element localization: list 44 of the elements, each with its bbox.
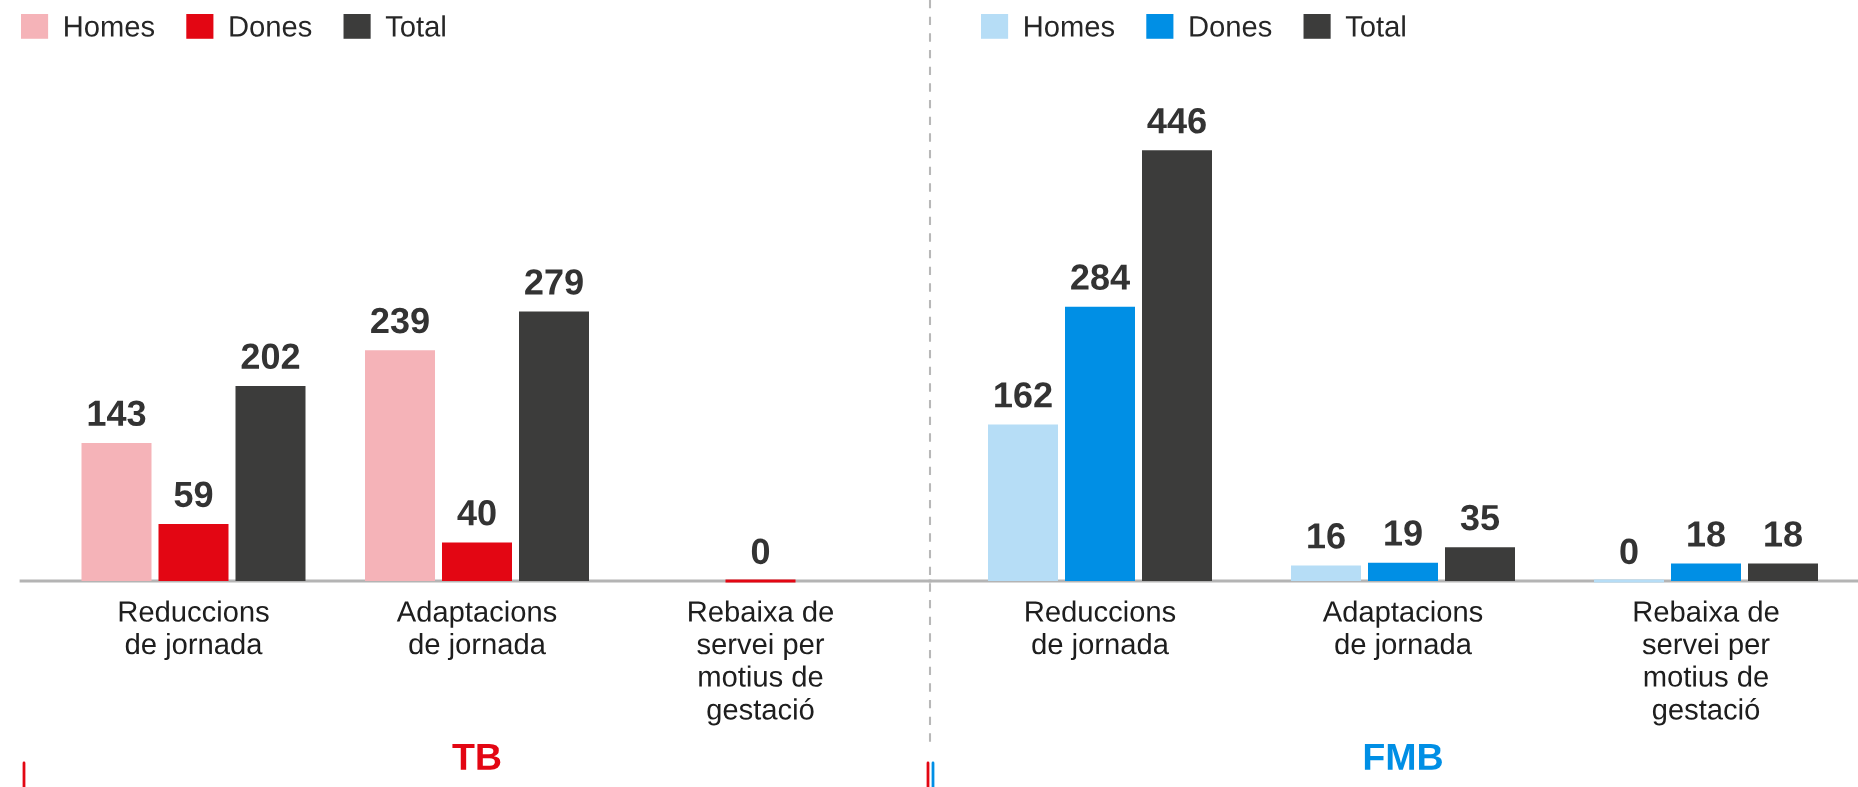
bar [1368,562,1438,581]
bar [1142,150,1212,581]
x-tick-label: Reduccions de jornada [1026,600,1176,661]
legend-label: Total [1345,15,1405,37]
data-label: 239 [371,307,429,334]
legend-label: Homes [1025,16,1115,37]
data-label: 284 [1071,264,1130,290]
text: TB [452,743,501,770]
x-tick-label: Adaptacions de jornada [1322,600,1483,661]
data-label: 59 [174,481,213,508]
data-label: 279 [525,269,583,295]
bar [1291,565,1361,581]
bar [442,542,512,581]
bar [1065,306,1135,581]
data-label: 143 [88,400,146,427]
bar [1748,563,1818,581]
x-tick-label: Rebaixa de servei per motius de gestació [1634,600,1779,726]
text: FMB [1364,743,1442,770]
data-label: 16 [1308,523,1345,549]
data-label: 18 [1765,521,1802,547]
bar [988,424,1058,581]
data-label: 35 [1460,504,1500,531]
x-tick-label: Adaptacions de jornada [396,600,557,661]
data-label: 162 [995,382,1052,408]
bar [158,524,229,581]
bar [1445,547,1515,581]
data-label: 0 [1620,538,1638,565]
legend-label: Homes [65,16,155,37]
data-label: 0 [751,538,770,565]
bar [235,385,306,581]
x-tick-label: Reduccions de jornada [119,600,269,661]
data-label: 202 [241,343,300,370]
data-label: 40 [457,499,496,526]
data-label: 446 [1147,107,1206,134]
bar [81,442,152,581]
legend-label: Dones [1190,16,1272,37]
legend-label: Total [385,15,445,37]
bar [1671,563,1741,581]
bar [519,311,589,581]
data-label: 19 [1385,520,1422,546]
x-tick-label: Rebaixa de servei per motius de gestació [689,600,833,726]
data-label: 18 [1688,521,1725,547]
bar [365,350,435,581]
legend-label: Dones [230,16,312,37]
